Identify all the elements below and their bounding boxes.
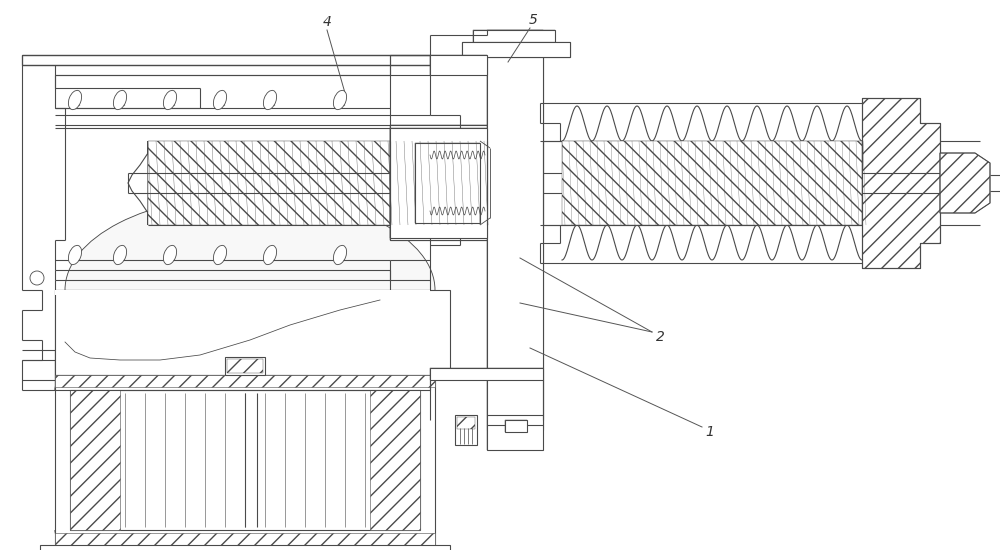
Polygon shape	[22, 55, 430, 65]
Bar	[390, 128, 487, 238]
Bar	[562, 141, 862, 225]
Bar	[55, 533, 435, 545]
Bar	[390, 125, 500, 240]
Text: 5: 5	[529, 13, 537, 27]
Ellipse shape	[163, 245, 177, 265]
Bar	[70, 390, 420, 530]
Bar	[390, 141, 410, 225]
Bar	[55, 290, 450, 375]
Ellipse shape	[113, 90, 127, 109]
Bar	[225, 357, 265, 375]
Text: 4: 4	[323, 15, 331, 29]
Bar	[462, 42, 570, 57]
Text: 2: 2	[656, 330, 664, 344]
Bar	[462, 42, 570, 57]
Circle shape	[30, 271, 44, 285]
Bar	[415, 143, 480, 223]
Bar	[473, 30, 555, 42]
Polygon shape	[128, 141, 148, 225]
Bar	[70, 390, 120, 530]
Bar	[227, 359, 263, 373]
Bar	[487, 30, 543, 450]
Bar	[430, 368, 543, 380]
Bar	[473, 30, 555, 42]
Ellipse shape	[213, 90, 227, 109]
Bar	[457, 417, 475, 429]
Bar	[390, 128, 487, 238]
Ellipse shape	[163, 90, 177, 109]
Polygon shape	[862, 98, 940, 268]
Polygon shape	[940, 153, 990, 213]
Ellipse shape	[333, 90, 347, 109]
Bar	[55, 375, 435, 545]
Bar	[505, 420, 527, 432]
Ellipse shape	[213, 245, 227, 265]
Bar	[430, 55, 487, 75]
Ellipse shape	[65, 195, 435, 385]
Bar	[405, 145, 480, 220]
Ellipse shape	[263, 245, 277, 265]
Bar	[55, 290, 430, 295]
Bar	[415, 143, 480, 223]
Bar	[505, 420, 527, 432]
Text: 1: 1	[706, 425, 714, 439]
Bar	[390, 141, 410, 225]
Bar	[390, 125, 500, 240]
Ellipse shape	[113, 245, 127, 265]
Ellipse shape	[68, 90, 82, 109]
Bar	[370, 390, 420, 530]
Bar	[405, 145, 480, 220]
Bar	[55, 375, 435, 387]
Bar	[455, 415, 477, 445]
Ellipse shape	[333, 245, 347, 265]
Bar	[148, 141, 488, 225]
Ellipse shape	[263, 90, 277, 109]
Bar	[430, 368, 543, 380]
Polygon shape	[390, 125, 500, 240]
Bar	[430, 55, 487, 75]
Bar	[40, 545, 450, 550]
Bar	[487, 30, 543, 450]
Ellipse shape	[68, 245, 82, 265]
